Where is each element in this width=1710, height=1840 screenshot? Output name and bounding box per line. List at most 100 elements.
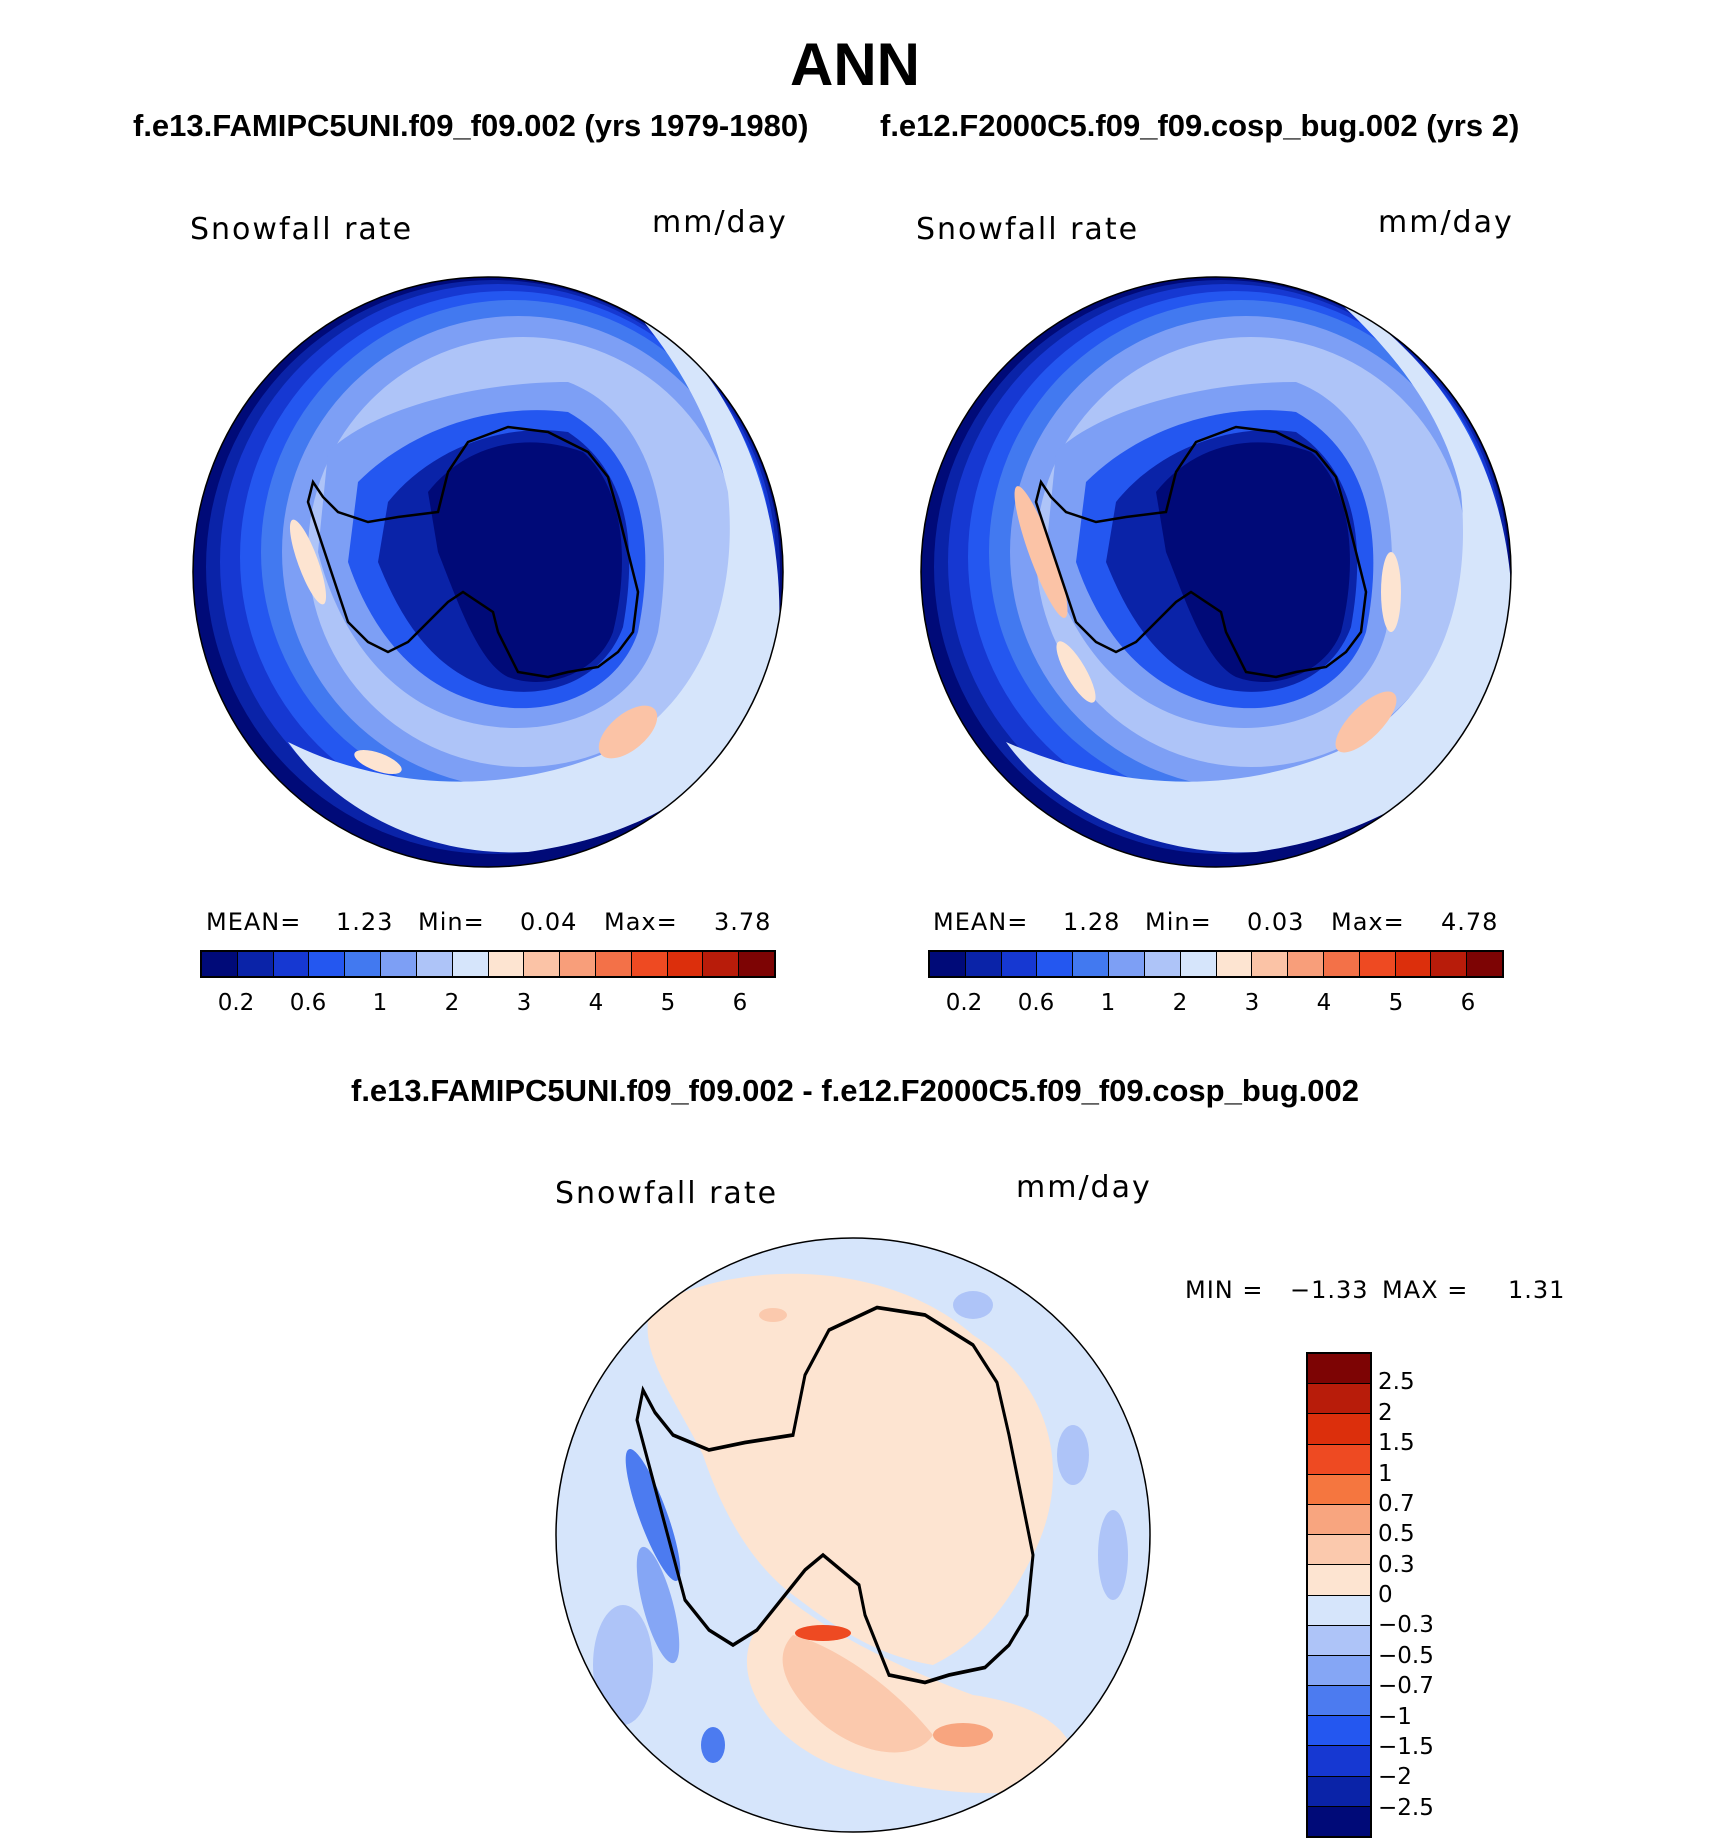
- colorbar-tick-label: 2.5: [1378, 1369, 1415, 1396]
- colorbar-tick-label: −1: [1378, 1703, 1412, 1730]
- colorbar-tick-label: 2: [1172, 990, 1188, 1016]
- colorbar-swatch: [273, 952, 310, 976]
- colorbar-swatch: [1216, 952, 1253, 976]
- colorbar-tick-label: 3: [516, 990, 532, 1016]
- right-coastline: [1034, 425, 1368, 679]
- colorbar-tick-label: 2: [444, 990, 460, 1016]
- colorbar-tick-label: −1.5: [1378, 1733, 1434, 1760]
- left-min-label: Min=: [418, 908, 485, 936]
- diff-min-value: −1.33: [1290, 1276, 1369, 1304]
- colorbar-tick-label: 1: [1378, 1460, 1393, 1487]
- colorbar-tick-label: 5: [1388, 990, 1404, 1016]
- colorbar-swatch: [524, 952, 561, 976]
- right-colorbar: [928, 950, 1504, 978]
- colorbar-tick-label: 3: [1244, 990, 1260, 1016]
- colorbar-tick-label: −0.7: [1378, 1673, 1434, 1700]
- left-colorbar-ticks: 0.2 0.6 1 2 3 4 5 6: [200, 990, 776, 1020]
- colorbar-tick-label: 1.5: [1378, 1430, 1415, 1457]
- case2-title: f.e12.F2000C5.f09_f09.cosp_bug.002 (yrs …: [880, 108, 1520, 143]
- colorbar-swatch: [739, 952, 774, 976]
- colorbar-swatch: [202, 952, 238, 976]
- colorbar-swatch: [1308, 1384, 1370, 1415]
- right-min-label: Min=: [1145, 908, 1212, 936]
- colorbar-swatch: [1252, 952, 1289, 976]
- colorbar-tick-label: −0.5: [1378, 1642, 1434, 1669]
- colorbar-swatch: [1308, 1776, 1370, 1807]
- colorbar-swatch: [1308, 1354, 1370, 1385]
- colorbar-swatch: [1308, 1806, 1370, 1836]
- colorbar-tick-label: 6: [732, 990, 748, 1016]
- colorbar-tick-label: 1: [372, 990, 388, 1016]
- diff-coastline: [635, 1305, 1035, 1685]
- right-variable-label: Snowfall rate: [916, 212, 1140, 247]
- diff-units-label: mm/day: [1016, 1170, 1152, 1205]
- left-colorbar: [200, 950, 776, 978]
- colorbar-swatch: [1109, 952, 1145, 976]
- colorbar-tick-label: 0.3: [1378, 1551, 1415, 1578]
- colorbar-tick-label: 0.2: [945, 990, 983, 1016]
- colorbar-tick-label: 0.7: [1378, 1490, 1415, 1517]
- colorbar-swatch: [560, 952, 596, 976]
- diff-polar-map: [555, 1237, 1151, 1833]
- diff-variable-label: Snowfall rate: [555, 1176, 779, 1211]
- left-units-label: mm/day: [652, 205, 788, 240]
- colorbar-tick-label: 1: [1100, 990, 1116, 1016]
- right-mean-value: 1.28: [1063, 908, 1121, 936]
- colorbar-swatch: [1308, 1655, 1370, 1687]
- colorbar-tick-label: 5: [660, 990, 676, 1016]
- colorbar-swatch: [667, 952, 704, 976]
- colorbar-swatch: [1073, 952, 1110, 976]
- colorbar-swatch: [309, 952, 346, 976]
- colorbar-swatch: [452, 952, 489, 976]
- right-colorbar-ticks: 0.2 0.6 1 2 3 4 5 6: [928, 990, 1504, 1020]
- colorbar-swatch: [381, 952, 417, 976]
- right-max-value: 4.78: [1441, 908, 1499, 936]
- colorbar-swatch: [1323, 952, 1360, 976]
- diff-max-value: 1.31: [1508, 1276, 1566, 1304]
- left-polar-map: [192, 276, 784, 868]
- colorbar-swatch: [1308, 1565, 1370, 1596]
- left-max-value: 3.78: [714, 908, 772, 936]
- colorbar-swatch: [1431, 952, 1468, 976]
- right-mean-label: MEAN=: [933, 908, 1029, 936]
- colorbar-tick-label: 0.6: [1017, 990, 1055, 1016]
- left-min-value: 0.04: [520, 908, 578, 936]
- colorbar-swatch: [1037, 952, 1074, 976]
- colorbar-tick-label: 0: [1378, 1582, 1393, 1608]
- colorbar-tick-label: 6: [1460, 990, 1476, 1016]
- colorbar-swatch: [1308, 1686, 1370, 1717]
- left-variable-label: Snowfall rate: [190, 212, 414, 247]
- colorbar-swatch: [237, 952, 274, 976]
- colorbar-swatch: [1001, 952, 1038, 976]
- left-mean-label: MEAN=: [206, 908, 302, 936]
- colorbar-tick-label: 4: [1316, 990, 1332, 1016]
- diff-title: f.e13.FAMIPC5UNI.f09_f09.002 - f.e12.F20…: [351, 1073, 1359, 1108]
- colorbar-swatch: [631, 952, 668, 976]
- colorbar-swatch: [345, 952, 382, 976]
- colorbar-swatch: [1308, 1444, 1370, 1475]
- left-max-label: Max=: [604, 908, 678, 936]
- colorbar-tick-label: 0.2: [217, 990, 255, 1016]
- right-max-label: Max=: [1331, 908, 1405, 936]
- colorbar-swatch: [1359, 952, 1396, 976]
- colorbar-swatch: [1288, 952, 1324, 976]
- colorbar-swatch: [416, 952, 453, 976]
- left-coastline: [306, 425, 640, 679]
- colorbar-tick-label: −2: [1378, 1764, 1412, 1791]
- diff-min-label: MIN =: [1185, 1276, 1264, 1304]
- colorbar-tick-label: −2.5: [1378, 1794, 1434, 1821]
- right-units-label: mm/day: [1378, 205, 1514, 240]
- colorbar-swatch: [488, 952, 525, 976]
- colorbar-tick-label: 4: [588, 990, 604, 1016]
- colorbar-swatch: [595, 952, 632, 976]
- colorbar-swatch: [1144, 952, 1181, 976]
- colorbar-tick-label: −0.3: [1378, 1612, 1434, 1639]
- right-polar-map: [920, 276, 1512, 868]
- colorbar-swatch: [1308, 1504, 1370, 1536]
- colorbar-swatch: [703, 952, 740, 976]
- colorbar-swatch: [1308, 1535, 1370, 1566]
- colorbar-swatch: [1308, 1474, 1370, 1505]
- colorbar-swatch: [1308, 1716, 1370, 1747]
- colorbar-swatch: [1308, 1625, 1370, 1656]
- colorbar-swatch: [1395, 952, 1432, 976]
